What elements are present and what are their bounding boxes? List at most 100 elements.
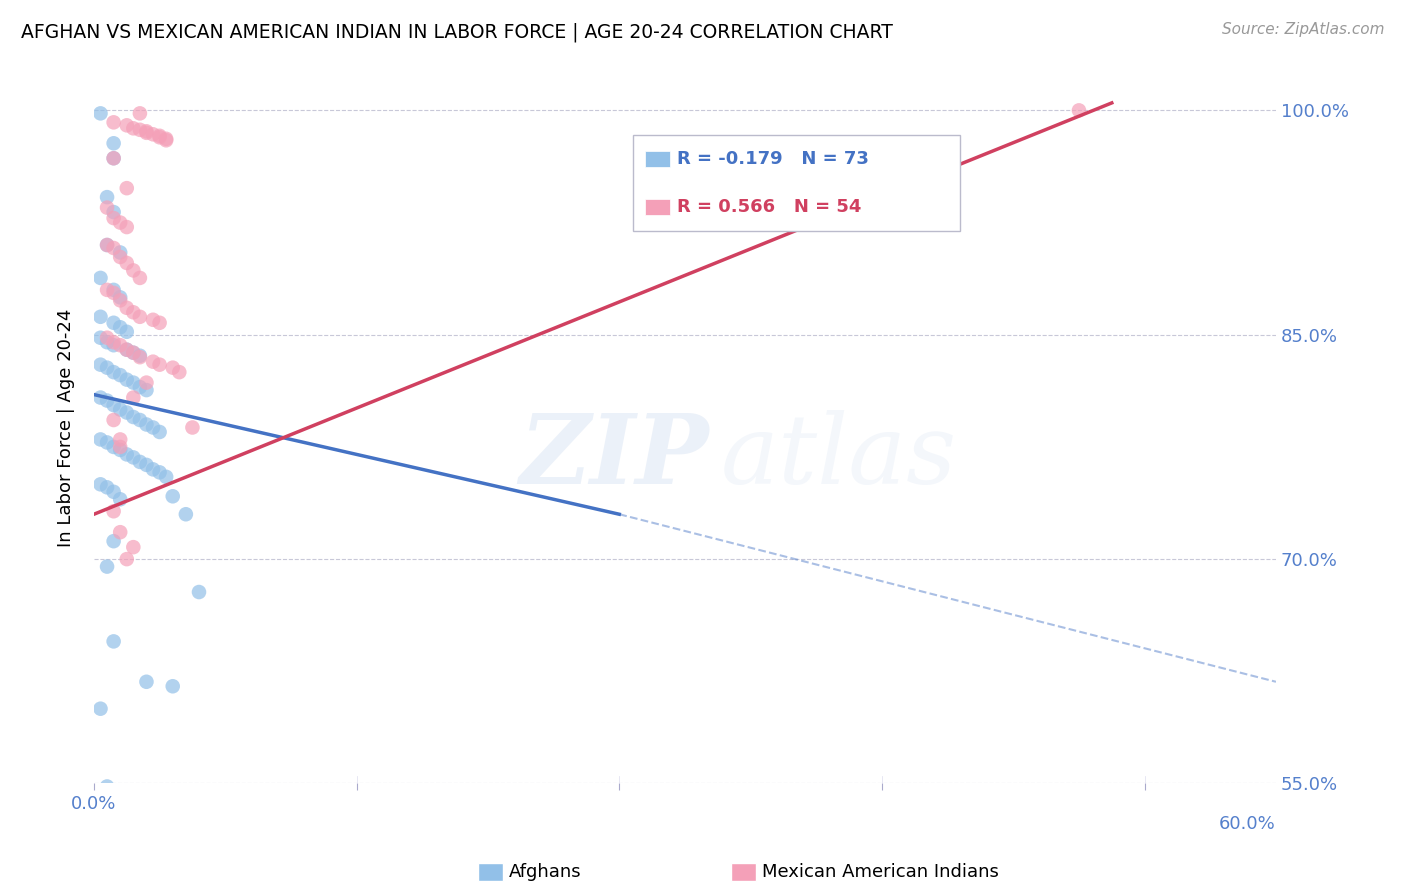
Point bbox=[89, 106, 111, 120]
Point bbox=[129, 123, 152, 137]
Point bbox=[135, 383, 157, 397]
Point bbox=[103, 241, 125, 255]
Point bbox=[135, 674, 157, 689]
Point bbox=[149, 316, 172, 330]
Point bbox=[129, 350, 152, 364]
Point bbox=[96, 190, 118, 204]
Point bbox=[108, 250, 131, 264]
Point bbox=[149, 128, 172, 143]
Point bbox=[155, 132, 177, 146]
Point bbox=[103, 211, 125, 225]
Point bbox=[149, 358, 172, 372]
Point bbox=[149, 466, 172, 480]
Point bbox=[149, 425, 172, 439]
Point bbox=[108, 293, 131, 308]
Point bbox=[122, 345, 145, 359]
Point bbox=[142, 354, 165, 368]
Text: atlas: atlas bbox=[720, 409, 956, 504]
Point bbox=[122, 121, 145, 136]
Point bbox=[129, 380, 152, 394]
Point bbox=[115, 343, 138, 357]
Point bbox=[96, 435, 118, 450]
Point bbox=[115, 822, 138, 836]
Point bbox=[108, 433, 131, 447]
Point bbox=[142, 420, 165, 434]
Point bbox=[122, 376, 145, 390]
Point bbox=[129, 455, 152, 469]
Point bbox=[103, 316, 125, 330]
Point bbox=[108, 442, 131, 457]
Point bbox=[129, 413, 152, 427]
Point bbox=[162, 360, 184, 375]
Point bbox=[162, 489, 184, 503]
Point bbox=[115, 343, 138, 357]
Point bbox=[108, 492, 131, 507]
Point bbox=[135, 458, 157, 472]
Point bbox=[115, 325, 138, 339]
Text: Mexican American Indians: Mexican American Indians bbox=[762, 863, 998, 881]
Point bbox=[115, 552, 138, 566]
Point bbox=[108, 440, 131, 454]
Point bbox=[103, 634, 125, 648]
Point bbox=[103, 398, 125, 412]
Point bbox=[96, 238, 118, 252]
Point bbox=[115, 119, 138, 133]
Point bbox=[103, 205, 125, 219]
Text: Afghans: Afghans bbox=[509, 863, 582, 881]
Point bbox=[103, 484, 125, 499]
Y-axis label: In Labor Force | Age 20-24: In Labor Force | Age 20-24 bbox=[58, 309, 75, 548]
Point bbox=[142, 462, 165, 476]
Point bbox=[89, 271, 111, 285]
Point bbox=[96, 283, 118, 297]
Point bbox=[103, 534, 125, 549]
Point bbox=[108, 338, 131, 352]
Point bbox=[115, 181, 138, 195]
Point bbox=[103, 115, 125, 129]
Point bbox=[169, 365, 191, 379]
Point bbox=[103, 151, 125, 165]
Point bbox=[103, 338, 125, 352]
Point bbox=[135, 124, 157, 138]
Point bbox=[103, 283, 125, 297]
Point bbox=[96, 393, 118, 408]
Point bbox=[115, 447, 138, 461]
Point bbox=[115, 373, 138, 387]
Point bbox=[89, 331, 111, 345]
Point bbox=[122, 410, 145, 425]
Point bbox=[89, 477, 111, 491]
Point bbox=[89, 391, 111, 405]
Point bbox=[89, 433, 111, 447]
Point bbox=[103, 285, 125, 300]
Point bbox=[122, 391, 145, 405]
Point bbox=[122, 345, 145, 359]
Point bbox=[96, 238, 118, 252]
Point bbox=[103, 151, 125, 165]
Point bbox=[96, 559, 118, 574]
Point bbox=[129, 310, 152, 324]
Point bbox=[115, 301, 138, 315]
Point bbox=[155, 470, 177, 484]
Point bbox=[149, 130, 172, 145]
Point bbox=[122, 450, 145, 465]
Point bbox=[103, 136, 125, 151]
Point bbox=[135, 376, 157, 390]
Point bbox=[103, 365, 125, 379]
Text: AFGHAN VS MEXICAN AMERICAN INDIAN IN LABOR FORCE | AGE 20-24 CORRELATION CHART: AFGHAN VS MEXICAN AMERICAN INDIAN IN LAB… bbox=[21, 22, 893, 42]
Point bbox=[103, 335, 125, 350]
Point bbox=[162, 679, 184, 693]
Point bbox=[129, 271, 152, 285]
Point bbox=[135, 126, 157, 140]
Point bbox=[115, 405, 138, 419]
Point bbox=[115, 256, 138, 270]
Point bbox=[155, 133, 177, 147]
Text: Source: ZipAtlas.com: Source: ZipAtlas.com bbox=[1222, 22, 1385, 37]
Point bbox=[122, 540, 145, 554]
Point bbox=[103, 440, 125, 454]
Point bbox=[96, 331, 118, 345]
Point bbox=[122, 305, 145, 319]
Point bbox=[96, 480, 118, 494]
Point bbox=[149, 824, 172, 838]
Point bbox=[174, 508, 197, 522]
Point bbox=[1067, 103, 1090, 118]
Point bbox=[96, 201, 118, 215]
